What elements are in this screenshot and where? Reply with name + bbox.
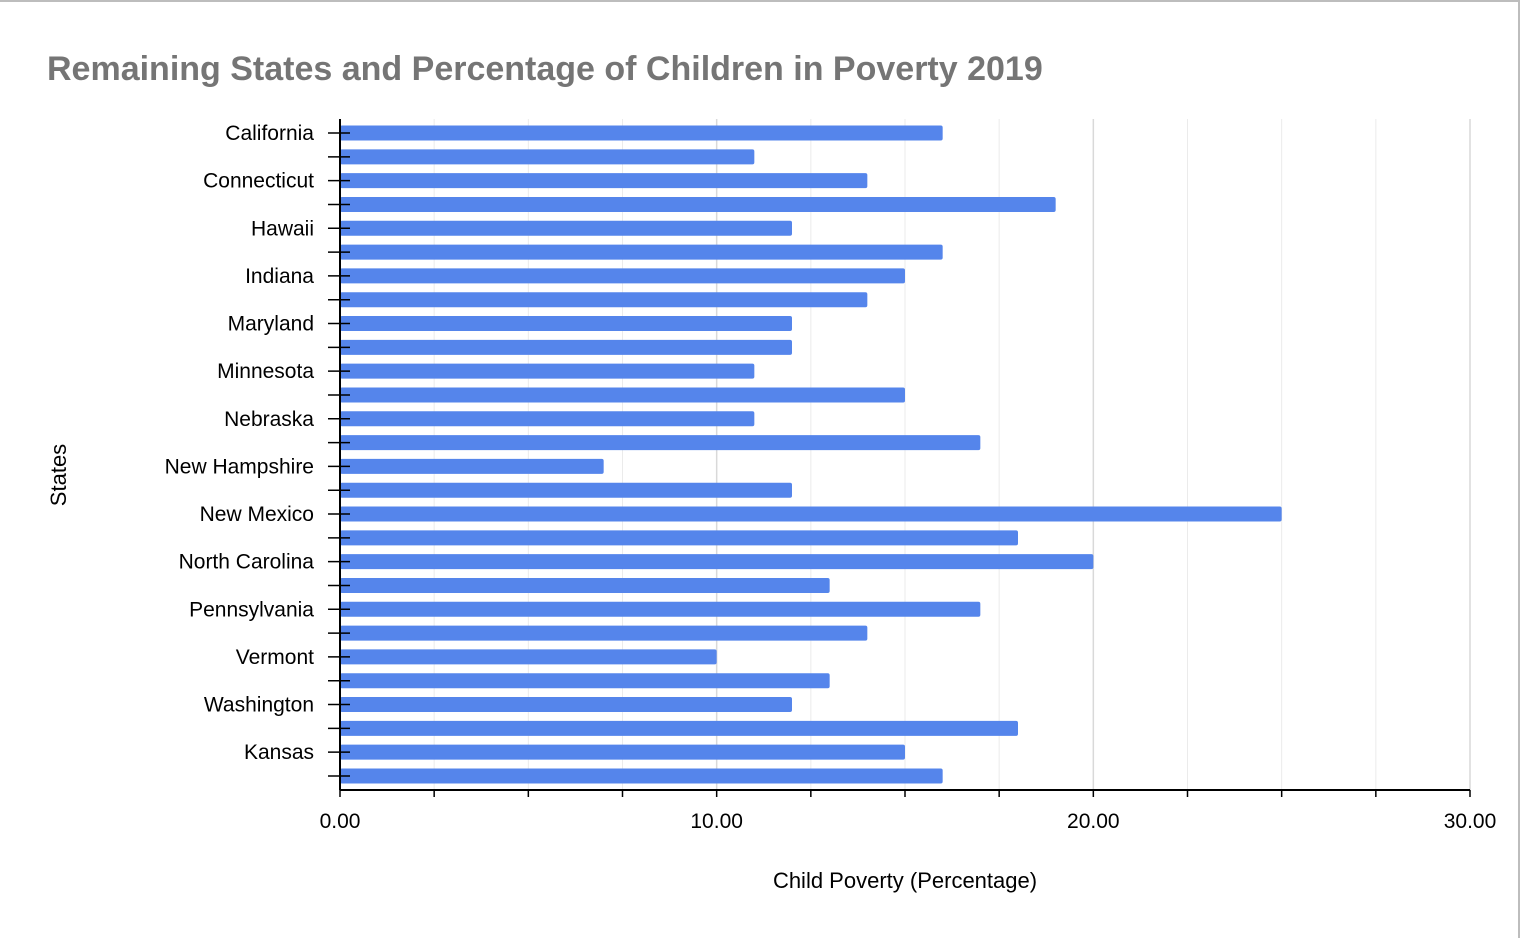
- bar: [340, 506, 1282, 522]
- bar: [340, 244, 943, 260]
- bar: [340, 173, 868, 189]
- bar: [340, 673, 830, 689]
- bar: [340, 339, 792, 355]
- category-label: Hawaii: [251, 217, 314, 240]
- category-label: New Hampshire: [165, 455, 314, 478]
- category-labels: California Connecticut Hawaii Indiana Maryla…: [165, 122, 315, 764]
- bar: [340, 268, 905, 284]
- bar: [340, 220, 792, 236]
- bar: [340, 601, 981, 617]
- category-label: California: [225, 122, 314, 145]
- category-label: Vermont: [236, 646, 314, 669]
- bar: [340, 744, 905, 760]
- x-tick-labels: 0.00 10.00 20.00 30.00: [320, 810, 1497, 833]
- category-label: North Carolina: [179, 551, 315, 574]
- bar: [340, 411, 755, 427]
- bar: [340, 387, 905, 403]
- bar: [340, 435, 981, 451]
- x-tick-label: 20.00: [1067, 810, 1120, 833]
- x-tick-label: 30.00: [1444, 810, 1497, 833]
- category-label: Connecticut: [203, 170, 314, 193]
- category-label: Indiana: [245, 265, 314, 288]
- category-label: Pennsylvania: [189, 598, 314, 621]
- bar: [340, 149, 755, 165]
- bar: [340, 363, 755, 379]
- category-label: New Mexico: [200, 503, 314, 526]
- category-label: Washington: [204, 694, 314, 717]
- bar: [340, 649, 717, 665]
- bar: [340, 196, 1056, 212]
- bar: [340, 768, 943, 784]
- bar: [340, 316, 792, 332]
- bar: [340, 554, 1094, 570]
- category-label: Maryland: [228, 313, 314, 336]
- x-tick-label: 0.00: [320, 810, 361, 833]
- category-label: Kansas: [244, 741, 314, 764]
- bar: [340, 125, 943, 141]
- bar: [340, 577, 830, 593]
- x-tick-label: 10.00: [690, 810, 743, 833]
- axes: [328, 119, 1470, 791]
- category-label: Minnesota: [217, 360, 314, 383]
- category-label: Nebraska: [224, 408, 314, 431]
- bar: [340, 482, 792, 498]
- bar: [340, 625, 868, 641]
- x-axis-title: Child Poverty (Percentage): [773, 868, 1037, 893]
- bar: [340, 720, 1018, 736]
- y-axis-title: States: [46, 444, 71, 506]
- bar: [340, 697, 792, 713]
- bars: [340, 125, 1282, 784]
- chart-title: Remaining States and Percentage of Child…: [47, 50, 1043, 88]
- bar: [340, 458, 604, 474]
- bar: [340, 292, 868, 308]
- bar: [340, 530, 1018, 546]
